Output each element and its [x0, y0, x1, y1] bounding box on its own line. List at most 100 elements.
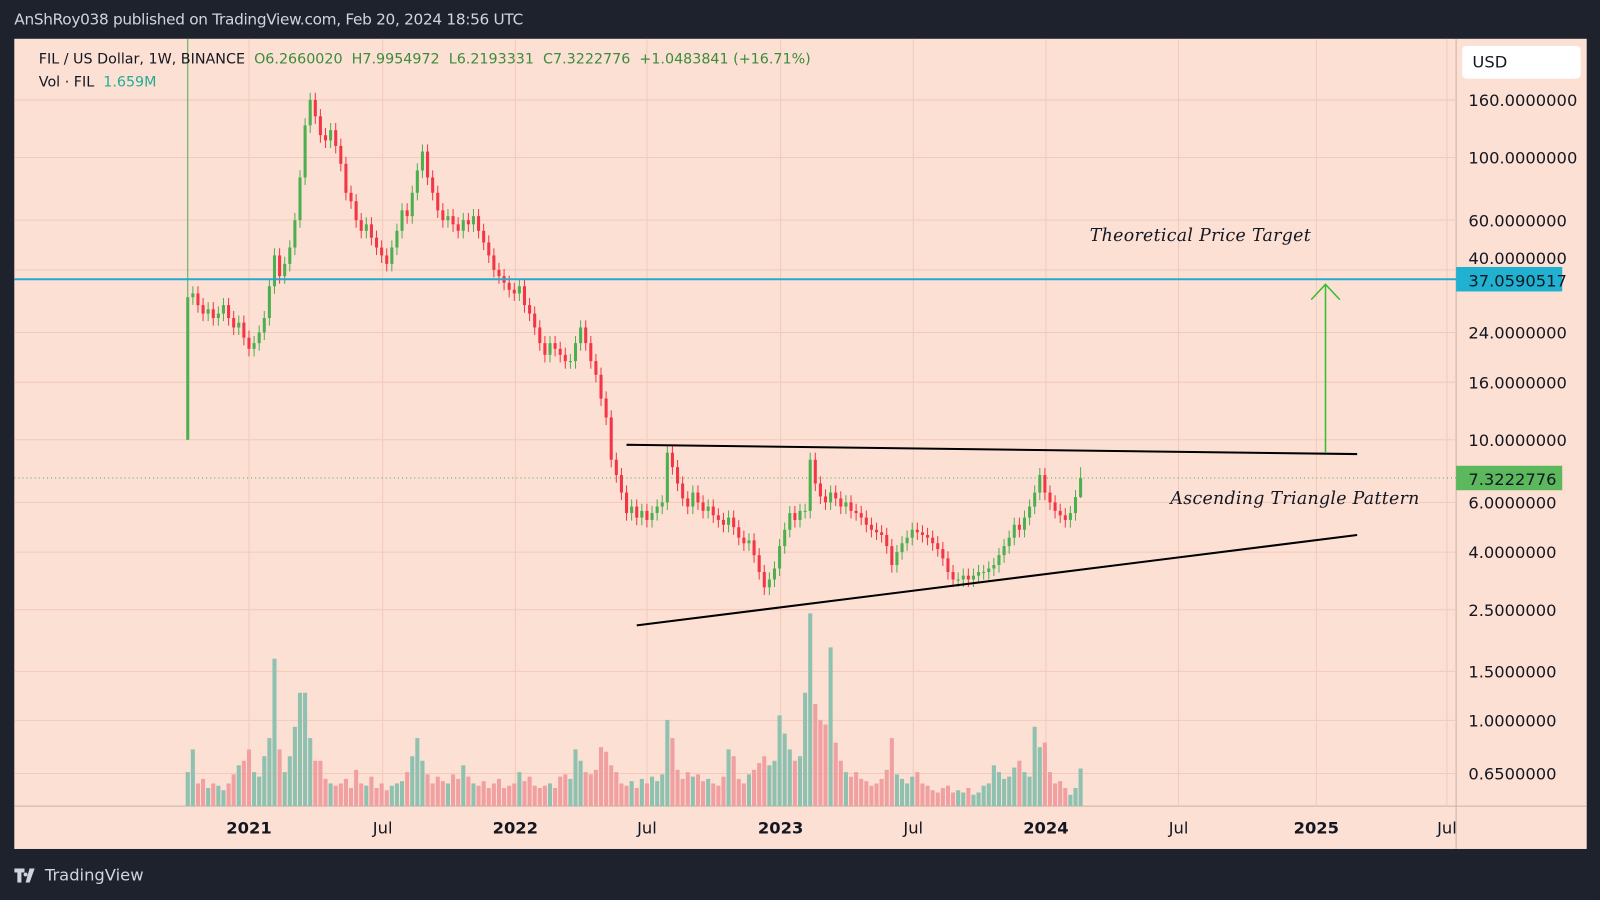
candle-body — [589, 343, 593, 362]
symbol-name[interactable]: FIL / US Dollar, 1W, BINANCE — [38, 51, 245, 68]
candle-body — [313, 99, 317, 117]
candle-body — [344, 163, 348, 193]
candle-body — [742, 537, 746, 544]
time-tick-label: Jul — [1168, 819, 1189, 838]
candle-body — [900, 543, 904, 553]
currency-selector[interactable]: USD — [1462, 45, 1581, 79]
volume-bar — [553, 787, 558, 807]
volume-bar — [343, 778, 348, 807]
candle-body — [278, 255, 282, 277]
volume-bar — [206, 787, 211, 807]
volume-bar — [690, 776, 695, 807]
candle-body — [839, 498, 843, 507]
candle-body — [400, 210, 404, 231]
candle-body — [374, 237, 379, 248]
volume-bar — [721, 776, 726, 807]
tradingview-logo: TradingView — [14, 865, 144, 885]
candle-body — [1007, 537, 1011, 547]
price-tick-label: 160.0000000 — [1468, 91, 1577, 110]
candle-body — [354, 201, 358, 221]
chart-canvas[interactable]: 160.0000000 100.0000000 60.0000000 40.00000… — [14, 38, 1587, 849]
candle-body — [1002, 546, 1006, 556]
volume-bar — [568, 778, 573, 807]
volume-bar — [287, 756, 292, 807]
candle-body — [681, 483, 685, 499]
candle-body — [971, 575, 975, 580]
symbol-legend: FIL / US Dollar, 1W, BINANCE O6.2660020 … — [39, 51, 811, 67]
volume-bar — [308, 738, 313, 807]
candle-body — [920, 532, 924, 535]
support-trendline[interactable] — [636, 533, 1358, 627]
candle-body — [369, 224, 373, 238]
candle-body — [772, 568, 777, 580]
volume-bar — [971, 794, 976, 807]
candle-body — [415, 170, 419, 193]
candle-body — [885, 534, 889, 547]
volume-bar — [583, 772, 588, 807]
volume-bar — [405, 772, 410, 807]
volume-bar — [399, 781, 405, 807]
candle-body — [196, 293, 200, 306]
candle-body — [359, 220, 363, 231]
volume-bar — [451, 774, 456, 807]
candle-body — [1063, 515, 1067, 520]
candle-body — [221, 305, 225, 314]
volume-bar — [986, 783, 991, 807]
volume-bar — [190, 749, 195, 807]
candle-body — [186, 297, 190, 440]
volume-label[interactable]: Vol · FIL — [38, 74, 95, 91]
candle-body — [630, 506, 634, 514]
candle-body — [548, 343, 552, 355]
candle-body — [788, 513, 792, 530]
candle-body — [390, 247, 394, 264]
volume-bar — [991, 765, 996, 807]
candle-body — [823, 496, 828, 503]
candle-body — [711, 506, 715, 516]
candle-body — [655, 506, 659, 514]
candle-body — [977, 572, 981, 576]
candle-body — [905, 537, 909, 544]
volume-bar — [496, 778, 502, 807]
candle-body — [405, 210, 409, 217]
volume-bar — [889, 738, 894, 807]
candle-body — [191, 293, 195, 298]
candle-body — [1038, 475, 1042, 493]
volume-legend: Vol · FIL 1.659M — [39, 74, 157, 90]
volume-bar — [915, 772, 920, 807]
candle-body — [1058, 510, 1062, 516]
candle-body — [553, 343, 557, 349]
volume-bar — [578, 760, 583, 807]
last-price-label: 7.3222776 — [1468, 470, 1556, 489]
candle-body — [1043, 475, 1047, 493]
volume-bar — [961, 792, 966, 807]
volume-bar — [359, 783, 364, 807]
candle-body — [451, 216, 455, 225]
volume-bar — [246, 749, 252, 807]
candle-body — [303, 125, 307, 178]
volume-bar — [619, 783, 624, 807]
candle-body — [686, 498, 690, 507]
volume-bar — [925, 785, 930, 807]
candle-body — [395, 230, 399, 248]
candle-body — [854, 510, 858, 514]
candle-body — [1068, 513, 1072, 520]
volume-bar — [859, 778, 864, 807]
volume-bar — [573, 749, 578, 807]
volume-bar — [369, 776, 374, 807]
candle-body — [936, 543, 940, 550]
candle-body — [293, 220, 297, 248]
volume-bar — [644, 783, 649, 807]
candle-body — [385, 255, 389, 264]
volume-bar — [981, 785, 986, 807]
volume-bar — [655, 781, 660, 807]
volume-bar — [563, 774, 568, 807]
chart-pane[interactable]: 160.0000000 100.0000000 60.0000000 40.00000… — [14, 38, 1587, 849]
resistance-trendline[interactable] — [626, 443, 1358, 456]
candle-body — [426, 151, 430, 178]
volume-bar — [394, 783, 399, 807]
volume-bar — [894, 774, 899, 807]
candle-body — [762, 572, 766, 588]
candle-body — [650, 513, 654, 520]
candle-body — [206, 309, 210, 314]
candle-body — [834, 492, 838, 499]
